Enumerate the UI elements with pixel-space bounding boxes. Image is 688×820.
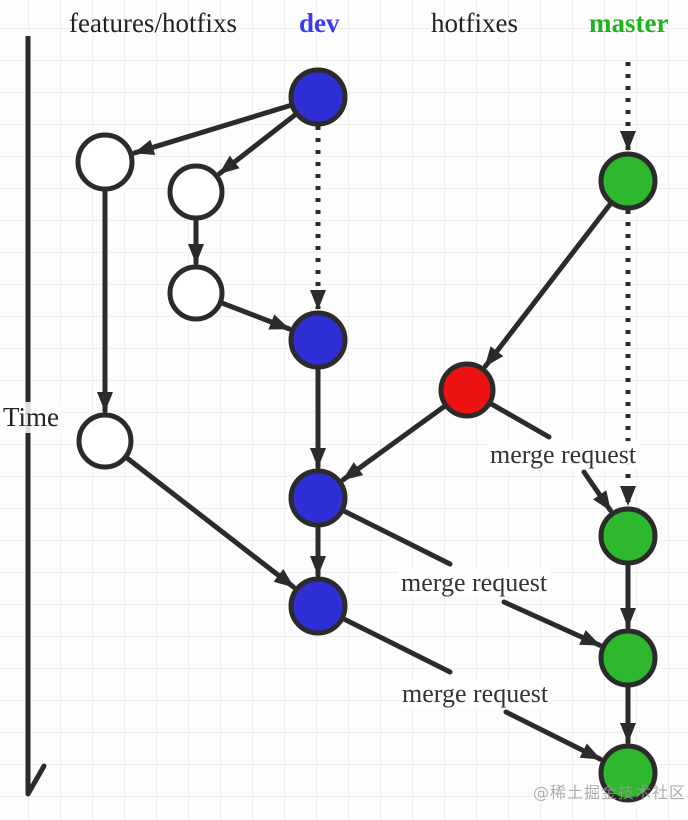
merge-request-label-2: merge request: [398, 569, 551, 596]
commit-hotfix-1: [438, 361, 496, 419]
edge-hotfix-1-to-pt: [488, 401, 552, 440]
branch-label-features: features/hotfixs: [69, 8, 237, 38]
watermark-text: @稀土掘金技术社区: [533, 783, 687, 802]
edge-dev-1-to-feature-1: [132, 102, 293, 156]
commit-master-1: [598, 151, 658, 211]
commit-dev-2: [288, 310, 348, 370]
commit-feature-1: [75, 132, 135, 192]
edge-pt-to-master-2: [581, 469, 613, 513]
branch-label-hotfixes: hotfixes: [431, 8, 518, 38]
commit-master-2: [598, 506, 658, 566]
time-axis-label: Time: [1, 402, 62, 433]
commit-feature-2: [167, 163, 225, 221]
edge-pt-to-master-4: [503, 709, 603, 762]
commit-feature-4: [76, 412, 134, 470]
commit-dev-4: [288, 576, 348, 636]
edge-feature-4-to-dev-4: [124, 455, 296, 590]
edge-hotfix-1-to-dev-3: [340, 403, 447, 483]
edge-feature-3-to-dev-2: [219, 300, 292, 332]
commit-dev-3: [288, 468, 348, 528]
commit-feature-3: [167, 264, 225, 322]
branch-label-master: master: [589, 8, 669, 38]
commit-master-3: [598, 628, 658, 688]
edge-master-1-to-hotfix-1: [482, 201, 613, 369]
edge-dev-1-to-feature-2: [217, 112, 298, 177]
commit-dev-1: [288, 67, 348, 127]
merge-request-label-3: merge request: [399, 680, 552, 707]
edge-pt-to-master-3: [501, 599, 603, 648]
merge-request-label-1: merge request: [487, 441, 640, 468]
edge-dev-3-to-pt: [341, 508, 453, 567]
commit-master-4: [598, 743, 658, 803]
branch-label-dev: dev: [299, 8, 340, 38]
time-axis-arrowhead: [25, 763, 47, 797]
edge-dev-4-to-pt: [341, 616, 453, 675]
